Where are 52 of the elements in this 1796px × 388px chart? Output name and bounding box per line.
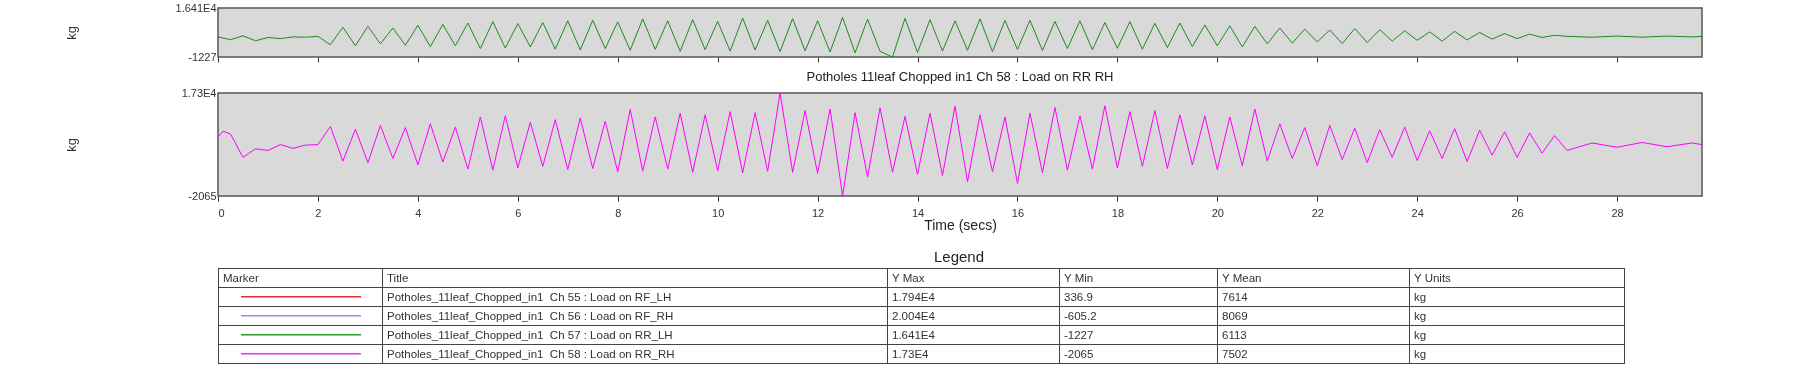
x-tick-label: 0 [218, 206, 225, 219]
text: 1.73E4 [887, 344, 1060, 364]
x-tick-label: 10 [712, 206, 725, 219]
x-tick-label: 24 [1411, 206, 1424, 219]
text: kg [1409, 344, 1625, 364]
text: 6113 [1217, 325, 1410, 345]
text: kg [1409, 325, 1625, 345]
x-axis-title: Time (secs) [924, 216, 997, 233]
x-tick-label: 8 [615, 206, 622, 219]
text: Potholes_11leaf_Chopped_in1 Ch 55 : Load on RF_LH [382, 287, 888, 307]
text: 336.9 [1059, 287, 1218, 307]
text: 8069 [1217, 306, 1410, 326]
x-tick-label: 26 [1511, 206, 1524, 219]
y-tick-label: -1227 [188, 50, 217, 63]
text: kg [1409, 287, 1625, 307]
text: -2065 [1059, 344, 1218, 364]
x-tick-label: 16 [1011, 206, 1025, 219]
category-label: Title [382, 268, 888, 288]
line-series [218, 93, 1702, 196]
text: -1227 [1059, 325, 1218, 345]
x-tick-label: 6 [515, 206, 522, 219]
text: 7614 [1217, 287, 1410, 307]
x-tick-label: 20 [1211, 206, 1224, 219]
x-tick-label: 18 [1111, 206, 1125, 219]
y-axis-title: kg [63, 26, 79, 40]
y-tick-label: -2065 [188, 189, 217, 202]
x-tick-label: 22 [1311, 206, 1324, 219]
category-label: Y Min [1059, 268, 1218, 288]
text: 2.004E4 [887, 306, 1060, 326]
text: Potholes_11leaf_Chopped_in1 Ch 56 : Load on RF_RH [382, 306, 888, 326]
category-label: Y Max [887, 268, 1060, 288]
x-tick-label: 28 [1611, 206, 1624, 219]
text: kg [1409, 306, 1625, 326]
text: 1.641E4 [887, 325, 1060, 345]
text: 7502 [1217, 344, 1410, 364]
text: 1.794E4 [887, 287, 1060, 307]
x-tick-label: 4 [415, 206, 422, 219]
x-tick-label: 2 [315, 206, 322, 219]
line-series [218, 16, 1702, 57]
y-tick-label: 1.73E4 [181, 86, 217, 99]
text: Legend [932, 248, 986, 265]
text: Potholes_11leaf_Chopped_in1 Ch 58 : Load on RR_RH [382, 344, 888, 364]
text: Potholes_11leaf_Chopped_in1 Ch 57 : Load on RR_LH [382, 325, 888, 345]
chart-title: Potholes 11leaf Chopped in1 Ch 58 : Load on RR RH [806, 69, 1114, 84]
y-axis-title: kg [63, 138, 79, 152]
category-label: Y Mean [1217, 268, 1410, 288]
category-label: Y Units [1409, 268, 1625, 288]
x-tick-label: 12 [811, 206, 825, 219]
y-tick-label: 1.641E4 [175, 1, 217, 14]
text: -605.2 [1059, 306, 1218, 326]
category-label: Marker [218, 268, 383, 288]
x-tick-label: 14 [911, 206, 925, 219]
